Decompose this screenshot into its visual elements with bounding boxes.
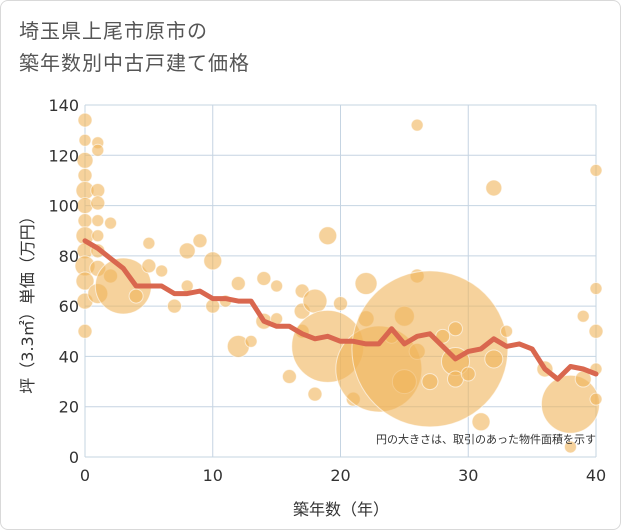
bubble-70 xyxy=(485,179,503,197)
bubble-17 xyxy=(91,214,105,228)
x-tick-label-20: 20 xyxy=(330,466,350,485)
bubble-76 xyxy=(576,309,590,323)
x-tick-label-10: 10 xyxy=(203,466,223,485)
y-tick-label-100: 100 xyxy=(48,197,79,216)
y-tick-label-60: 60 xyxy=(59,297,79,316)
bubble-38 xyxy=(244,334,258,348)
bubble-series xyxy=(74,112,604,454)
bubble-26 xyxy=(142,236,156,250)
bubble-48 xyxy=(307,386,323,402)
bubble-71 xyxy=(484,349,504,369)
bubble-65 xyxy=(447,321,463,337)
bubble-22 xyxy=(104,216,118,230)
bubble-6 xyxy=(77,213,93,229)
bubble-59 xyxy=(410,118,424,132)
x-axis-title: 築年数（年） xyxy=(293,500,389,519)
bubble-62 xyxy=(351,270,509,428)
bubble-72 xyxy=(500,324,514,338)
y-tick-label-80: 80 xyxy=(59,247,79,266)
bubble-51 xyxy=(333,296,348,312)
y-tick-label-20: 20 xyxy=(59,398,79,417)
bubble-79 xyxy=(589,282,603,296)
bubble-31 xyxy=(180,279,194,293)
bubble-36 xyxy=(230,276,246,292)
y-tick-label-0: 0 xyxy=(69,448,79,467)
bubble-size-note: 円の大きさは、取引のあった物件面積を示す xyxy=(376,432,596,446)
bubble-75 xyxy=(563,440,577,454)
bubble-12 xyxy=(77,323,93,339)
bubble-32 xyxy=(192,233,208,249)
bubble-1 xyxy=(78,133,92,147)
x-axis-ticks: 0 10 20 30 40 xyxy=(80,466,606,485)
bubble-30 xyxy=(178,242,196,260)
bubble-78 xyxy=(589,163,603,177)
bubble-74 xyxy=(540,374,600,434)
chart-title: 埼玉県上尾市原市の 築年数別中古戸建て価格 xyxy=(19,15,250,79)
x-tick-label-40: 40 xyxy=(586,466,606,485)
bubble-69 xyxy=(471,412,491,432)
bubble-25 xyxy=(128,288,144,304)
bubble-82 xyxy=(589,392,603,406)
bubble-49 xyxy=(318,226,338,246)
bubble-0 xyxy=(77,112,93,128)
bubble-2 xyxy=(76,151,94,169)
bubble-33 xyxy=(203,251,223,271)
bubble-68 xyxy=(460,366,476,382)
bubble-34 xyxy=(205,298,221,314)
bubble-18 xyxy=(91,229,105,243)
bubble-5 xyxy=(76,197,94,215)
bubble-14 xyxy=(91,143,105,157)
chart-title-line2: 築年数別中古戸建て価格 xyxy=(19,51,250,75)
bubble-28 xyxy=(155,264,169,278)
bubble-47 xyxy=(302,288,328,314)
grid-lines xyxy=(84,104,597,458)
bubble-15 xyxy=(90,182,106,198)
bubble-80 xyxy=(588,323,604,339)
bubble-16 xyxy=(90,195,106,211)
y-axis-ticks: 0 20 40 60 80 100 120 140 xyxy=(48,96,79,467)
y-tick-label-40: 40 xyxy=(59,347,79,366)
bubble-41 xyxy=(270,279,284,293)
bubble-10 xyxy=(75,271,95,291)
bubble-39 xyxy=(256,270,272,286)
y-tick-label-140: 140 xyxy=(48,96,79,115)
bubble-53 xyxy=(354,272,378,296)
chart-title-line1: 埼玉県上尾市原市の xyxy=(19,19,208,43)
bubble-27 xyxy=(141,258,157,274)
x-tick-label-0: 0 xyxy=(80,466,90,485)
bubble-43 xyxy=(281,369,297,385)
bubble-63 xyxy=(421,373,439,391)
trend-line xyxy=(82,238,599,382)
y-axis-title: 坪（3.3㎡）単価（万円） xyxy=(18,208,37,393)
bubble-29 xyxy=(166,298,182,314)
y-tick-label-120: 120 xyxy=(48,146,79,165)
x-tick-label-30: 30 xyxy=(458,466,478,485)
bubble-3 xyxy=(77,167,93,183)
